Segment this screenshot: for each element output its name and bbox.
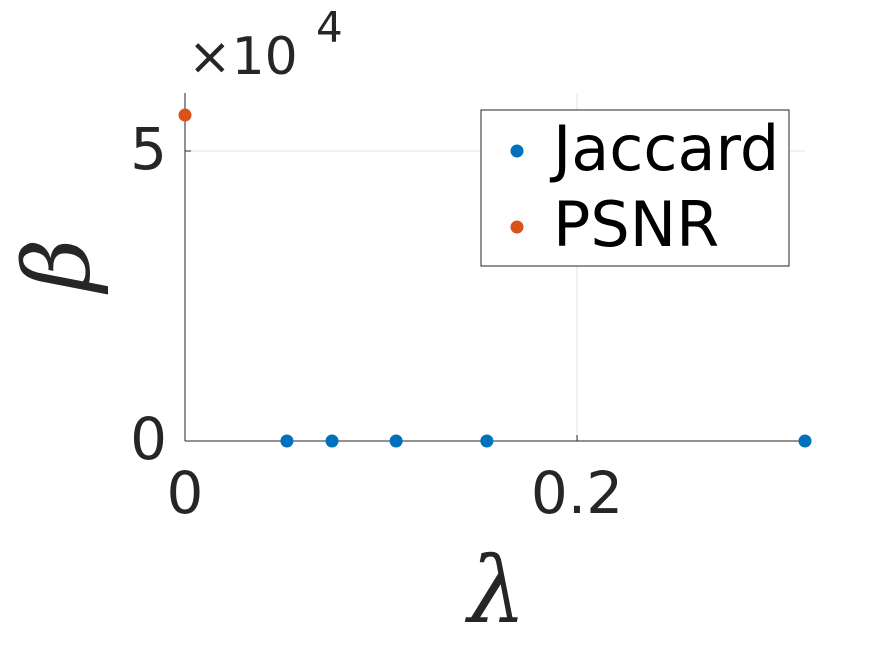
point (480, 434, 494, 448)
x-tick-label: 0 (167, 459, 204, 527)
legend-marker (510, 144, 524, 158)
point (389, 434, 403, 448)
legend-box (480, 109, 790, 267)
point (325, 434, 339, 448)
y-tick-label: 0 (130, 405, 167, 473)
legend-label: Jaccard (549, 112, 779, 185)
y-tick-label: 5 (130, 115, 167, 183)
y-multiplier-power: 4 (316, 3, 343, 52)
y-axis-label: β (4, 238, 111, 294)
x-tick-label: 0.2 (531, 459, 623, 527)
legend-label: PSNR (553, 188, 719, 261)
y-multiplier: ×10 (188, 27, 298, 87)
x-axis-label: λ (464, 537, 526, 644)
point (280, 434, 294, 448)
legend-marker (510, 220, 524, 234)
point (798, 434, 812, 448)
point (178, 108, 192, 122)
